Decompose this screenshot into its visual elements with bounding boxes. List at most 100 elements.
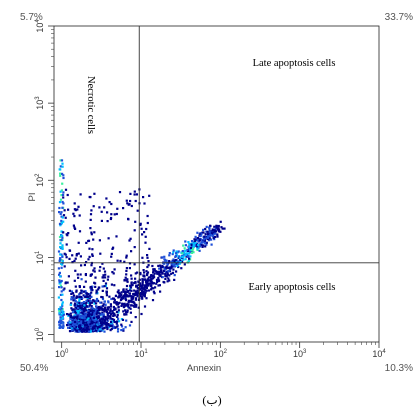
event-dot — [95, 312, 98, 315]
event-dot — [143, 288, 146, 291]
event-dot — [122, 329, 125, 332]
event-dot — [106, 306, 109, 309]
event-dot — [130, 289, 133, 292]
quadrant-gates — [54, 26, 379, 342]
event-dot — [129, 199, 132, 203]
event-dot — [164, 268, 167, 271]
event-dot — [58, 201, 62, 204]
event-dot — [99, 266, 102, 269]
event-dot — [73, 259, 76, 262]
event-dot — [61, 293, 64, 296]
event-dot — [174, 259, 177, 262]
event-dot — [181, 260, 184, 263]
event-dot — [93, 192, 96, 195]
event-dot — [60, 317, 63, 320]
event-dot — [139, 273, 142, 276]
event-dot — [141, 233, 144, 236]
event-dot — [101, 311, 104, 315]
event-dot — [84, 273, 87, 276]
event-dot — [194, 238, 197, 241]
event-dot — [142, 293, 145, 296]
event-dot — [74, 328, 77, 331]
event-dot — [91, 313, 94, 316]
event-dot — [71, 318, 74, 321]
event-dot — [85, 299, 88, 302]
event-dot — [192, 244, 195, 248]
event-dot — [126, 202, 129, 205]
event-dot — [76, 208, 79, 211]
event-dot — [107, 306, 111, 309]
event-dot — [61, 301, 64, 304]
event-dot — [161, 264, 164, 268]
event-dot — [94, 318, 97, 321]
event-dot — [150, 287, 153, 290]
event-dot — [115, 212, 118, 216]
event-dot — [93, 325, 96, 328]
event-dot — [93, 300, 96, 303]
event-dot — [168, 260, 171, 263]
event-dot — [188, 243, 191, 246]
event-dot — [70, 307, 73, 310]
event-dot — [91, 326, 94, 329]
event-dot — [164, 274, 167, 278]
event-dot — [118, 191, 122, 194]
event-dot — [109, 305, 113, 308]
event-dot — [100, 317, 103, 320]
event-dot — [156, 272, 159, 275]
event-dot — [62, 202, 65, 205]
event-dot — [165, 275, 168, 278]
event-dot — [77, 307, 80, 310]
event-dot — [129, 286, 133, 289]
event-dot — [59, 316, 62, 319]
event-dot — [61, 200, 64, 204]
pct-upper-left: 5.7% — [20, 12, 43, 23]
event-dot — [204, 227, 207, 231]
event-dot — [151, 277, 155, 280]
y-tick-label: 100 — [35, 327, 45, 341]
event-dot — [80, 309, 83, 312]
event-dot — [127, 295, 130, 298]
event-dot — [160, 269, 163, 272]
event-dot — [58, 271, 61, 274]
event-dot — [157, 264, 160, 267]
event-dot — [111, 317, 114, 321]
event-dot — [95, 316, 98, 319]
event-dot — [59, 190, 62, 193]
event-dot — [115, 322, 118, 325]
event-dot — [80, 289, 83, 292]
event-dot — [151, 281, 154, 284]
event-dot — [201, 241, 204, 244]
event-dot — [178, 257, 181, 260]
event-dot — [109, 318, 112, 321]
event-dot — [103, 300, 106, 303]
event-dot — [201, 245, 204, 248]
event-dot — [115, 301, 118, 304]
event-dot — [165, 259, 168, 262]
event-dot — [210, 233, 213, 236]
event-dot — [100, 305, 103, 308]
event-dot — [215, 224, 218, 227]
event-dot — [93, 319, 96, 322]
event-dot — [125, 199, 128, 202]
event-dot — [172, 249, 175, 252]
event-dot — [139, 293, 142, 296]
event-dot — [87, 311, 90, 314]
event-dot — [76, 273, 79, 276]
event-dot — [125, 295, 128, 298]
event-dot — [203, 235, 206, 238]
event-dot — [146, 278, 150, 281]
event-dot — [98, 312, 101, 315]
event-dot — [119, 298, 123, 302]
event-dot — [97, 300, 100, 303]
event-dot — [135, 303, 138, 307]
event-dot — [73, 297, 76, 300]
event-dot — [67, 314, 70, 317]
event-dot — [62, 231, 65, 234]
event-dot — [87, 310, 90, 313]
event-dot — [97, 309, 100, 312]
event-dot — [80, 304, 83, 307]
event-dot — [90, 231, 93, 234]
event-dot — [104, 308, 107, 311]
event-dot — [69, 315, 72, 318]
event-dot — [183, 247, 186, 250]
